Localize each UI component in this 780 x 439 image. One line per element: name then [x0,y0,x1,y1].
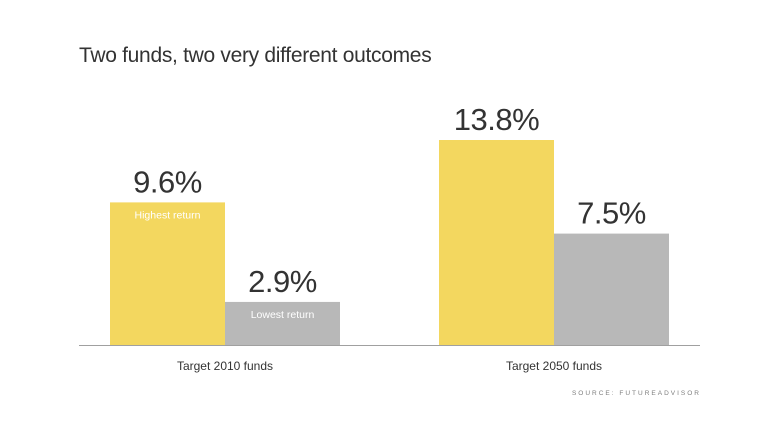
category-label: Target 2010 funds [177,359,273,373]
value-label: 13.8% [454,102,539,137]
bar-highest-1 [110,202,225,345]
series-label: Lowest return [251,309,315,321]
bar-lowest-1 [225,301,340,345]
category-label: Target 2050 funds [506,359,602,373]
value-label: 7.5% [577,196,646,231]
series-label: Highest return [135,209,201,221]
bar-lowest-2 [554,233,669,345]
bar-highest-2 [439,140,554,345]
chart-title: Two funds, two very different outcomes [79,44,432,67]
source-note: SOURCE: FUTUREADVISOR [571,390,701,397]
value-label: 2.9% [248,264,317,299]
value-label: 9.6% [133,164,202,199]
